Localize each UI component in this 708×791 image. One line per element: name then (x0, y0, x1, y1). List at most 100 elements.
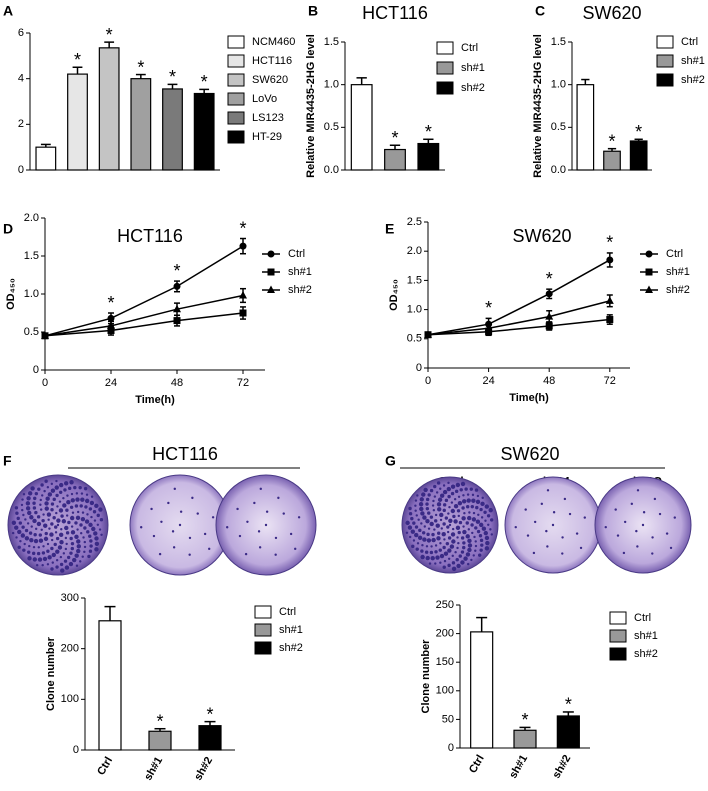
colony (59, 562, 64, 567)
legend-label: Ctrl (279, 606, 296, 618)
bar (470, 631, 494, 749)
colony (439, 493, 445, 498)
colony (27, 510, 32, 516)
colony (88, 549, 93, 553)
bar (513, 729, 537, 749)
y-tick-label: 0.0 (324, 164, 339, 176)
colony (42, 556, 48, 562)
colony (46, 486, 50, 489)
colony (429, 550, 434, 555)
colony (604, 525, 607, 529)
colony (514, 525, 517, 529)
legend-label: Ctrl (288, 248, 305, 260)
colony (264, 523, 268, 527)
colony (43, 489, 46, 493)
colony (447, 512, 450, 515)
colony (179, 510, 183, 513)
colony (467, 547, 472, 553)
colony (405, 520, 410, 526)
legend-swatch (609, 629, 627, 643)
y-tick-label: 2.0 (407, 245, 422, 257)
colony (65, 508, 69, 512)
colony (259, 487, 262, 491)
colony (238, 534, 242, 538)
colony (414, 499, 418, 502)
colony (39, 498, 42, 502)
colony (471, 531, 474, 535)
point (606, 256, 614, 264)
colony (451, 539, 456, 544)
colony (651, 536, 654, 539)
colony (92, 510, 97, 514)
colony (473, 535, 476, 539)
colony (474, 549, 477, 552)
colony (94, 541, 100, 547)
colony (277, 496, 280, 500)
legend-swatch (227, 35, 245, 49)
colony (474, 488, 479, 492)
colony (673, 516, 676, 519)
colony (470, 558, 473, 562)
colony (479, 507, 483, 512)
panel-title: SW620 (512, 226, 571, 246)
colony (26, 496, 31, 501)
colony (55, 549, 60, 554)
significance: * (391, 128, 398, 148)
colony (440, 527, 443, 530)
colony (443, 551, 449, 556)
colony (453, 519, 458, 524)
colony (458, 520, 463, 525)
colony (463, 512, 466, 515)
colony (540, 502, 544, 506)
panel-letter: A (3, 3, 13, 19)
colony (38, 533, 43, 537)
colony (57, 545, 63, 550)
colony (64, 547, 68, 551)
colony (462, 494, 465, 497)
colony (46, 512, 52, 517)
legend-swatch (436, 61, 454, 75)
colony (439, 487, 442, 490)
y-tick-label: 2.0 (24, 212, 39, 224)
colony (451, 527, 455, 531)
colony (76, 548, 81, 554)
colony (545, 529, 548, 533)
y-axis-label: Clone number (420, 639, 432, 714)
colony (41, 518, 45, 523)
colony (453, 498, 457, 501)
legend-label: SW620 (252, 74, 288, 86)
colony (178, 523, 182, 527)
point (424, 330, 432, 338)
significance: * (107, 293, 114, 313)
colony (47, 518, 50, 521)
colony (433, 484, 437, 489)
legend-swatch (227, 54, 245, 68)
colony (208, 547, 211, 551)
colony (480, 516, 484, 519)
colony (85, 493, 89, 496)
colony (437, 497, 443, 502)
colony (66, 555, 71, 560)
colony (424, 550, 429, 554)
colony (75, 497, 80, 502)
colony (414, 525, 419, 529)
legend-marker (645, 285, 653, 293)
x-tick-label: sh#2 (551, 753, 574, 781)
significance: * (74, 50, 81, 70)
colony (30, 525, 33, 528)
colony (62, 552, 66, 555)
y-tick-label: 0 (33, 364, 39, 376)
colony (579, 546, 583, 550)
y-tick-label: 0.5 (407, 333, 422, 345)
colony (483, 510, 487, 514)
x-tick-label: sh#1 (142, 755, 165, 783)
colony (546, 489, 550, 492)
colony (455, 482, 461, 488)
colony (481, 526, 487, 531)
colony (83, 545, 87, 549)
legend-swatch (254, 605, 272, 619)
colony (61, 519, 67, 524)
legend-swatch (609, 611, 627, 625)
colony (475, 505, 479, 510)
colony (462, 529, 467, 535)
